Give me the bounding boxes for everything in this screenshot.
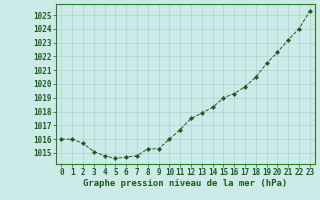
X-axis label: Graphe pression niveau de la mer (hPa): Graphe pression niveau de la mer (hPa): [84, 179, 288, 188]
